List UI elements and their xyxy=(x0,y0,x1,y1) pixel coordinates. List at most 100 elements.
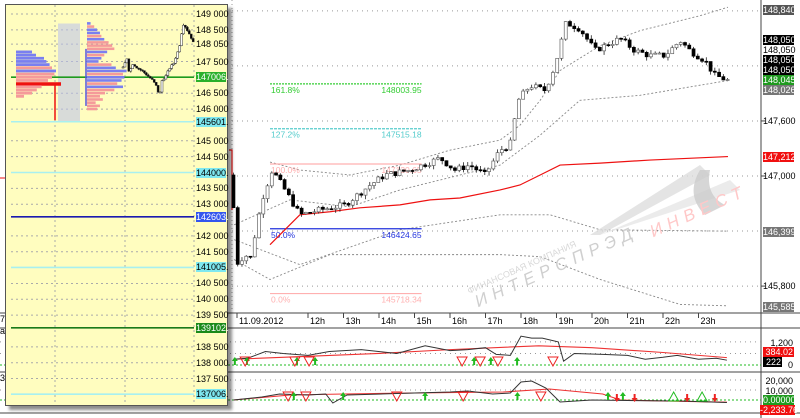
price-label-band-top: 148,840 xyxy=(763,5,796,15)
candle xyxy=(640,48,645,53)
candle xyxy=(423,162,427,169)
candle-body xyxy=(380,176,385,180)
overlay-tick-label: 138 000 xyxy=(196,357,229,368)
overlay-candle xyxy=(191,37,195,43)
up-arrow-icon xyxy=(422,392,429,400)
price-label-band-low: 146,399 xyxy=(763,227,796,237)
candle xyxy=(304,211,308,215)
candle-body xyxy=(542,86,547,92)
volume-profile-bar xyxy=(87,37,105,41)
candle-body xyxy=(606,44,611,47)
candle xyxy=(274,171,278,176)
candle-body xyxy=(491,160,496,170)
candle xyxy=(632,45,636,56)
candle xyxy=(299,206,304,217)
candle-body xyxy=(683,42,687,46)
candle-body xyxy=(316,206,321,213)
candle xyxy=(529,84,534,91)
candle xyxy=(708,61,713,75)
band-line-0 xyxy=(269,6,729,176)
overlay-tick-label: 137 500 xyxy=(196,373,229,384)
time-label: 20h xyxy=(594,316,609,326)
candle xyxy=(666,49,670,61)
fib-price-label: 145718.34 xyxy=(381,295,421,305)
ind1-label-ma-value: 384.02 xyxy=(763,347,794,357)
price-label: 148,050 xyxy=(763,35,796,45)
volume-profile-bar xyxy=(87,88,115,92)
candle xyxy=(355,192,359,205)
candle-body xyxy=(457,165,462,171)
candle-body xyxy=(188,30,191,35)
candle-body xyxy=(231,174,236,208)
volume-profile-bar xyxy=(87,34,102,38)
candle xyxy=(678,41,683,47)
candle-body xyxy=(721,76,726,81)
candle-body xyxy=(614,37,619,45)
candle-body xyxy=(555,57,560,73)
candle xyxy=(380,174,385,182)
ind1-label-value: 222 xyxy=(763,357,782,367)
candle xyxy=(231,172,236,209)
candle-body xyxy=(402,169,406,172)
candle xyxy=(389,170,393,174)
overlay-candle xyxy=(172,62,175,66)
candle xyxy=(291,190,295,208)
candle-body xyxy=(257,213,261,239)
candle xyxy=(248,255,253,259)
candle-body xyxy=(691,48,696,57)
candle xyxy=(576,26,581,33)
down-triangle-icon xyxy=(300,391,312,403)
candle xyxy=(436,154,440,161)
overlay-chart[interactable] xyxy=(6,5,227,405)
overlay-candle xyxy=(178,44,181,53)
overlay-tick-label: 140 000 xyxy=(196,294,229,305)
overlay-candle xyxy=(147,73,150,77)
up-triangle-icon xyxy=(696,390,708,402)
candle xyxy=(508,137,513,151)
fib-price-label: 147515.18 xyxy=(381,130,421,140)
overlay-candle xyxy=(135,65,138,69)
overlay-candle xyxy=(149,75,152,79)
volume-profile-bar xyxy=(87,44,113,47)
candle-body xyxy=(312,211,317,214)
moving-average-prev-line xyxy=(229,149,233,210)
candle-body xyxy=(158,91,162,94)
down-triangle-icon xyxy=(492,356,504,368)
candle xyxy=(717,68,721,77)
candle-body xyxy=(431,158,436,166)
up-arrow-icon xyxy=(487,357,494,365)
overlay-tick-label: 148 500 xyxy=(196,24,229,35)
volume-profile-bar xyxy=(16,94,24,98)
candle-body xyxy=(717,71,721,77)
candle-body xyxy=(248,255,253,258)
candle xyxy=(359,192,364,198)
candle-body xyxy=(376,176,381,183)
candle xyxy=(559,37,564,61)
candle-body xyxy=(440,157,445,162)
ind2-label-20000: 20,000 xyxy=(765,376,793,386)
volume-profile-bar xyxy=(87,31,100,35)
overlay-candle xyxy=(190,33,193,40)
candle-body xyxy=(576,28,581,32)
candle-body xyxy=(461,165,466,170)
candle-body xyxy=(725,79,730,81)
fib-level-label: 100.0% xyxy=(271,165,300,175)
candle-body xyxy=(282,179,287,190)
candle-body xyxy=(529,87,534,90)
down-triangle-icon xyxy=(457,391,469,403)
candle xyxy=(623,36,628,42)
overlay-chart-window[interactable]: 149 000 148 500 148 050 147 500 146 500 146 0… xyxy=(5,4,229,406)
fib-level-label: 127.2% xyxy=(271,130,300,140)
volume-profile-bar xyxy=(87,101,96,104)
volume-profile-bar xyxy=(87,85,123,89)
time-label: 14h xyxy=(381,316,396,326)
candle xyxy=(482,167,487,176)
candle-body xyxy=(525,88,530,92)
candle-body xyxy=(448,165,453,169)
overlay-candle xyxy=(137,67,140,71)
volume-profile-bar xyxy=(16,72,55,76)
candle xyxy=(252,235,257,258)
overlay-tick-label: 141 500 xyxy=(196,246,229,257)
overlay-tick-label: 140 500 xyxy=(196,278,229,289)
